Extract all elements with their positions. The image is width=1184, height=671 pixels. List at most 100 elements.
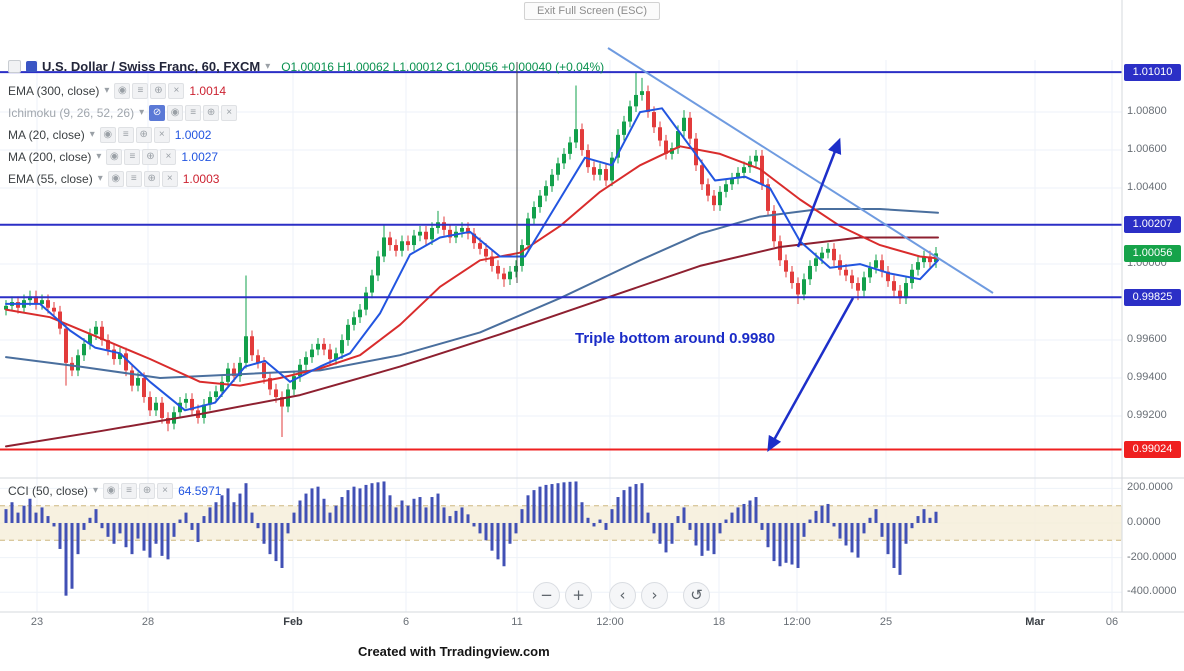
close-icon[interactable]: × [168, 82, 185, 99]
eye-icon[interactable]: ◉ [99, 126, 116, 143]
cci-axis-label: -200.0000 [1127, 550, 1177, 563]
moving-average-lines [5, 107, 939, 448]
time-axis-label: 18 [712, 616, 726, 628]
legend-row-ichimoku: Ichimoku (9, 26, 52, 26) ▾ ⊘ ◉ ≡ ⊕ × [8, 104, 238, 121]
cci-axis-label: 200.0000 [1127, 481, 1173, 494]
chevron-down-icon[interactable]: ▾ [96, 151, 102, 162]
level-badge: 1.00207 [1124, 216, 1181, 234]
add-indicator-icon[interactable]: ⊕ [143, 170, 160, 187]
time-axis-label: Feb [283, 616, 303, 628]
exit-fullscreen-button[interactable]: Exit Full Screen (ESC) [523, 2, 661, 20]
indicator-label[interactable]: EMA (55, close) [8, 171, 93, 186]
horizontal-level-lines [0, 71, 1122, 451]
visibility-off-icon[interactable]: ⊘ [149, 104, 166, 121]
indicator-action-icons: ⊘ ◉ ≡ ⊕ × [149, 104, 238, 121]
indicator-value: 1.0002 [174, 127, 212, 142]
time-axis-label: 12:00 [783, 616, 811, 628]
price-axis-label: 1.00800 [1127, 105, 1167, 118]
time-axis-label: 23 [30, 616, 44, 628]
pane-borders [0, 0, 1184, 613]
legend-row-ema-55: EMA (55, close) ▾ ◉ ≡ ⊕ × 1.0003 [8, 170, 219, 187]
level-badge: 0.99825 [1124, 288, 1181, 306]
chevron-down-icon[interactable]: ▾ [97, 173, 103, 184]
legend-row-ema-300: EMA (300, close) ▾ ◉ ≡ ⊕ × 1.0014 [8, 82, 226, 99]
cci-axis-label: 0.0000 [1127, 515, 1161, 528]
price-axis-label: 0.99200 [1127, 409, 1167, 422]
time-axis-label: 12:00 [596, 616, 624, 628]
settings-icon[interactable]: ≡ [121, 482, 138, 499]
cci-axis-label: -400.0000 [1127, 585, 1177, 598]
chevron-down-icon[interactable]: ▾ [93, 485, 99, 496]
add-indicator-icon[interactable]: ⊕ [203, 104, 220, 121]
add-indicator-icon[interactable]: ⊕ [142, 148, 159, 165]
indicator-value: 1.0003 [182, 171, 220, 186]
chevron-down-icon[interactable]: ▾ [89, 129, 95, 140]
legend-row-cci: CCI (50, close) ▾ ◉ ≡ ⊕ × 64.5971 [8, 482, 221, 499]
symbol-marker-icon [26, 61, 37, 72]
indicator-action-icons: ◉ ≡ ⊕ × [106, 148, 177, 165]
drawings [516, 47, 994, 453]
chevron-down-icon[interactable]: ▾ [139, 107, 145, 118]
zoom-in-button[interactable]: + [565, 582, 592, 609]
scroll-right-button[interactable]: › [641, 582, 668, 609]
time-axis-label: 6 [402, 616, 410, 628]
chevron-down-icon[interactable]: ▾ [104, 85, 110, 96]
triple-bottom-annotation[interactable]: Triple bottom around 0.9980 [575, 330, 776, 347]
indicator-label[interactable]: EMA (300, close) [8, 83, 100, 98]
add-indicator-icon[interactable]: ⊕ [135, 126, 152, 143]
last-price-badge: 1.00056 [1124, 244, 1181, 262]
level-badge: 0.99024 [1124, 440, 1181, 458]
candlesticks [4, 72, 938, 437]
ohlc-values: O1.00016 H1.00062 L1.00012 C1.00056 +0.0… [281, 59, 605, 74]
eye-icon[interactable]: ◉ [167, 104, 184, 121]
time-axis[interactable] [0, 612, 1122, 636]
legend-row-ma-200: MA (200, close) ▾ ◉ ≡ ⊕ × 1.0027 [8, 148, 218, 165]
eye-icon[interactable]: ◉ [114, 82, 131, 99]
credit-text: Created with Trradingview.com [358, 644, 550, 659]
zoom-out-button[interactable]: − [533, 582, 560, 609]
legend-row-ma-20: MA (20, close) ▾ ◉ ≡ ⊕ × 1.0002 [8, 126, 211, 143]
reset-chart-button[interactable]: ↺ [683, 582, 710, 609]
time-axis-label: 11 [511, 616, 523, 628]
cci-histogram [4, 481, 938, 596]
close-icon[interactable]: × [221, 104, 238, 121]
eye-icon[interactable]: ◉ [103, 482, 120, 499]
symbol-legend-row: U.S. Dollar / Swiss Franc, 60, FXCM ▾ O1… [8, 58, 604, 75]
eye-icon[interactable]: ◉ [107, 170, 124, 187]
indicator-action-icons: ◉ ≡ ⊕ × [114, 82, 185, 99]
price-axis-label: 1.00400 [1127, 181, 1167, 194]
indicator-value: 1.0014 [189, 83, 227, 98]
close-icon[interactable]: × [157, 482, 174, 499]
close-icon[interactable]: × [160, 148, 177, 165]
add-indicator-icon[interactable]: ⊕ [139, 482, 156, 499]
price-axis-label: 0.99400 [1127, 371, 1167, 384]
close-icon[interactable]: × [161, 170, 178, 187]
scroll-left-button[interactable]: ‹ [609, 582, 636, 609]
symbol-title[interactable]: U.S. Dollar / Swiss Franc, 60, FXCM [42, 59, 261, 74]
time-axis-label: 06 [1105, 616, 1119, 628]
settings-icon[interactable]: ≡ [185, 104, 202, 121]
chart-window-icon[interactable] [8, 60, 21, 73]
indicator-value: 64.5971 [178, 483, 222, 498]
price-axis-label: 1.00600 [1127, 143, 1167, 156]
close-icon[interactable]: × [153, 126, 170, 143]
chevron-down-icon[interactable]: ▾ [265, 61, 271, 72]
indicator-label[interactable]: MA (20, close) [8, 127, 85, 142]
settings-icon[interactable]: ≡ [117, 126, 134, 143]
level-badge: 1.01010 [1124, 63, 1181, 81]
indicator-label[interactable]: MA (200, close) [8, 149, 92, 164]
indicator-action-icons: ◉ ≡ ⊕ × [107, 170, 178, 187]
settings-icon[interactable]: ≡ [132, 82, 149, 99]
time-axis-label: 25 [879, 616, 893, 628]
price-axis-label: 0.99600 [1127, 333, 1167, 346]
indicator-action-icons: ◉ ≡ ⊕ × [103, 482, 174, 499]
settings-icon[interactable]: ≡ [124, 148, 141, 165]
indicator-label[interactable]: CCI (50, close) [8, 483, 89, 498]
eye-icon[interactable]: ◉ [106, 148, 123, 165]
indicator-label[interactable]: Ichimoku (9, 26, 52, 26) [8, 105, 135, 120]
time-axis-label: 28 [141, 616, 155, 628]
indicator-action-icons: ◉ ≡ ⊕ × [99, 126, 170, 143]
add-indicator-icon[interactable]: ⊕ [150, 82, 167, 99]
settings-icon[interactable]: ≡ [125, 170, 142, 187]
